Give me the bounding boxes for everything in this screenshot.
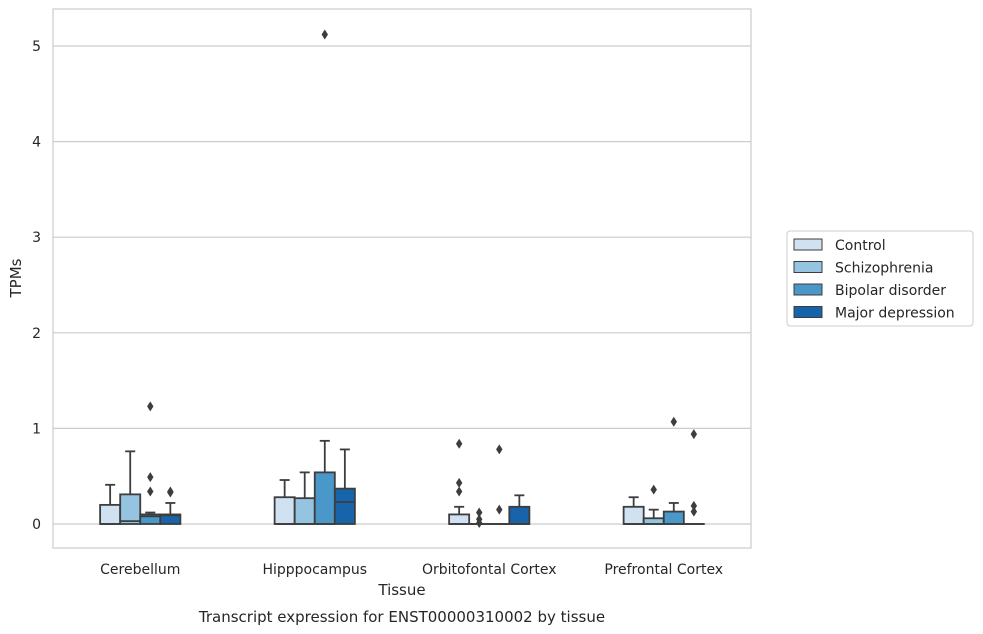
y-tick-label: 4	[32, 135, 41, 151]
x-tick-label: Cerebellum	[100, 562, 180, 578]
box-group	[448, 438, 471, 525]
outlier-point	[650, 484, 657, 495]
box-iqr	[159, 513, 182, 525]
y-tick-label: 0	[32, 517, 41, 533]
box-plot-series	[99, 29, 705, 529]
legend-label: Bipolar disorder	[835, 283, 946, 299]
box-iqr	[622, 505, 645, 525]
x-tick-label: Prefrontal Cortex	[604, 562, 723, 578]
x-axis-label: Tissue	[377, 581, 425, 599]
box-group	[662, 416, 685, 525]
box-group	[159, 486, 182, 525]
x-tick-label: Hipppocampus	[262, 562, 367, 578]
box-group	[682, 429, 705, 525]
outlier-point	[147, 472, 154, 483]
box-group	[488, 444, 511, 525]
legend-label: Major depression	[835, 306, 955, 322]
outlier-point	[496, 504, 503, 515]
box-group	[99, 483, 122, 525]
outlier-point	[690, 506, 698, 517]
outlier-point	[321, 29, 328, 40]
x-axis-ticks: Cerebellum Hipppocampus Orbitofontal Corte…	[100, 562, 723, 578]
box-iqr	[313, 471, 336, 525]
legend-frame	[786, 230, 974, 327]
legend: Control Schizophrenia Bipolar disorder Majo…	[786, 230, 974, 327]
outlier-point	[496, 444, 503, 455]
box-group	[273, 479, 296, 525]
legend-label: Control	[835, 238, 886, 254]
outlier-point	[476, 518, 483, 529]
box-iqr	[293, 497, 316, 525]
outlier-point	[455, 486, 463, 497]
y-tick-label: 3	[32, 230, 41, 246]
box-group	[119, 450, 142, 525]
legend-swatch	[793, 306, 823, 318]
box-iqr	[273, 496, 296, 525]
y-tick-label: 5	[32, 39, 41, 55]
plot-area-frame	[52, 8, 752, 549]
box-iqr	[333, 487, 356, 525]
legend-label: Schizophrenia	[835, 261, 933, 277]
y-tick-label: 1	[32, 421, 41, 437]
outlier-point	[455, 438, 463, 449]
outlier-point	[690, 500, 698, 511]
box-iqr	[99, 503, 122, 525]
box-group	[622, 496, 645, 525]
outlier-point	[670, 416, 677, 427]
chart-title: Transcript expression for ENST0000031000…	[198, 608, 605, 626]
outlier-point	[690, 429, 698, 440]
legend-swatch	[793, 238, 823, 251]
box-iqr	[662, 510, 685, 525]
legend-swatch	[793, 283, 823, 296]
box-group	[508, 494, 531, 525]
outlier-point	[147, 486, 154, 497]
box-iqr	[119, 493, 142, 525]
box-group	[333, 448, 356, 525]
y-tick-label: 2	[32, 326, 41, 342]
legend-swatch	[793, 261, 823, 273]
y-axis-label: TPMs	[7, 258, 25, 298]
y-axis-ticks: 0 1 2 3 4 5	[32, 39, 41, 533]
outlier-point	[455, 477, 463, 488]
x-tick-label: Orbitofontal Cortex	[422, 562, 557, 578]
outlier-point	[147, 401, 154, 412]
box-iqr	[508, 505, 531, 525]
outlier-point	[476, 507, 483, 518]
box-iqr	[448, 513, 471, 525]
outlier-point	[167, 487, 174, 498]
